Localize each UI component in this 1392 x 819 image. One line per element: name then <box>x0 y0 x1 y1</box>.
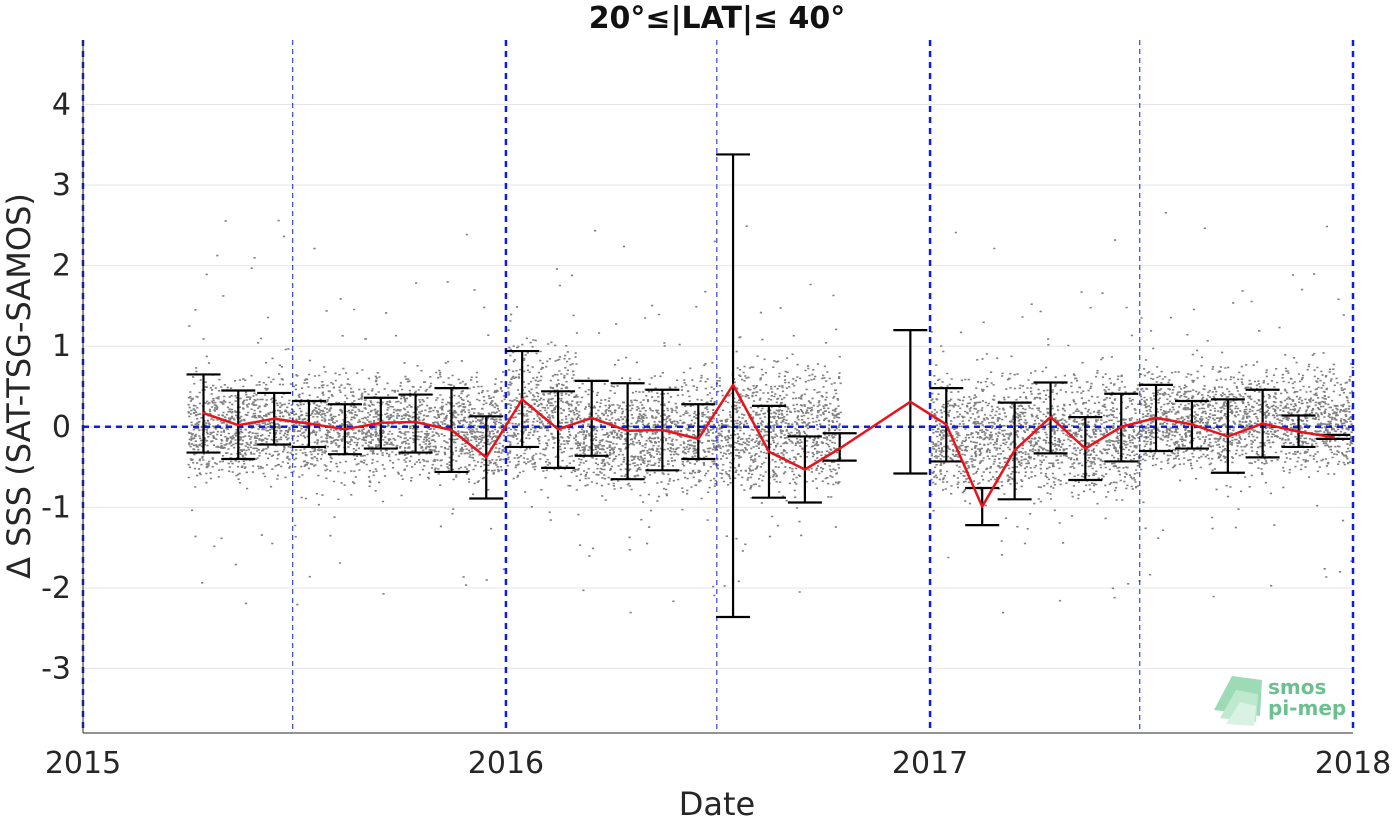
mean-point <box>1261 422 1264 425</box>
mean-point <box>414 420 417 424</box>
mean-point <box>767 450 771 454</box>
mean-point <box>272 417 276 421</box>
chart-title: 20°≤|LAT|≤ 40° <box>589 1 846 36</box>
mean-point <box>626 429 629 433</box>
mean-point <box>661 428 664 432</box>
error-bar <box>398 393 433 454</box>
mean-point <box>556 427 560 431</box>
mean-point <box>450 428 453 432</box>
mean-point <box>1013 448 1016 452</box>
mean-point <box>379 421 383 425</box>
mean-point <box>1154 416 1158 420</box>
x-tick-label: 2017 <box>892 746 968 781</box>
mean-point <box>343 427 347 431</box>
mean-point <box>520 398 524 401</box>
y-tick-label: 4 <box>52 87 71 122</box>
y-tick-label: 0 <box>52 410 71 445</box>
mean-point <box>1084 447 1087 450</box>
y-axis-label: Δ SSS (SAT-TSG-SAMOS) <box>0 193 38 579</box>
x-tick-label: 2016 <box>468 746 544 781</box>
smos-pi-mep-logo: smos pi-mep <box>1214 675 1346 726</box>
y-tick-label: -2 <box>41 571 71 606</box>
y-tick-label: 3 <box>52 168 71 203</box>
mean-point <box>803 468 807 471</box>
mean-point <box>697 437 700 441</box>
mean-point <box>1332 435 1335 439</box>
y-tick-label: 2 <box>52 249 71 284</box>
mean-point <box>202 411 205 415</box>
y-tick-label: 1 <box>52 329 71 364</box>
mean-point <box>731 383 735 387</box>
mean-point <box>1297 430 1300 433</box>
mean-point <box>590 416 593 420</box>
logo-text-smos: smos <box>1268 675 1326 699</box>
y-tick-label: -3 <box>41 652 71 687</box>
mean-point <box>307 422 311 425</box>
mean-point <box>1226 435 1230 438</box>
mean-point <box>944 423 948 426</box>
error-bar <box>681 403 716 461</box>
x-tick-label: 2018 <box>1315 746 1391 781</box>
x-tick-label: 2015 <box>45 746 121 781</box>
error-bars <box>186 153 1351 619</box>
mean-line-group <box>202 383 1335 508</box>
axes: -3 -2 -1 0 1 2 3 4 2015 2016 2017 2018 <box>41 40 1391 781</box>
mean-point <box>236 423 240 427</box>
mean-point <box>1119 425 1123 429</box>
y-tick-label: -1 <box>41 490 71 525</box>
logo-text-pi-mep: pi-mep <box>1268 696 1346 720</box>
mean-point <box>838 447 841 450</box>
error-bar <box>822 432 857 462</box>
mean-point <box>1190 423 1194 426</box>
mean-point <box>1049 415 1052 419</box>
mean-point <box>909 400 912 404</box>
mean-point <box>484 456 488 459</box>
mean-line <box>203 383 1334 508</box>
mean-point <box>980 505 984 508</box>
x-axis-label: Date <box>679 785 755 819</box>
